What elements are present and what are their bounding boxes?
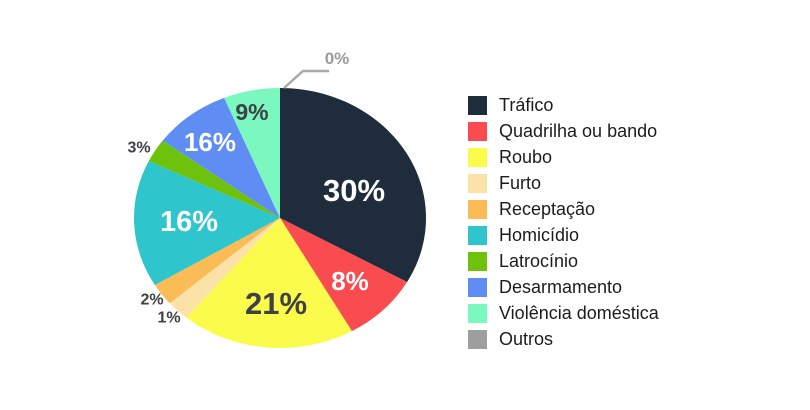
pie-value-label-violencia-domestica: 9% (235, 99, 268, 125)
legend-swatch-desarmamento (468, 277, 487, 297)
pie-slice-latrocinio (148, 140, 280, 218)
legend-label-outros: Outros (499, 329, 554, 349)
pie-value-label-roubo: 21% (245, 286, 307, 321)
legend-label-roubo: Roubo (499, 147, 553, 167)
legend-label-quadrilha-ou-bando: Quadrilha ou bando (499, 121, 658, 141)
legend-label-homicidio: Homicídio (499, 225, 580, 245)
legend-label-receptacao: Receptação (499, 199, 596, 219)
legend: Tráfico Quadrilha ou bando Roubo Furto Recep… (468, 92, 659, 352)
pie-slice-desarmamento (162, 97, 280, 218)
pie-value-label-trafico: 30% (323, 173, 385, 208)
pie-slice-furto (169, 218, 280, 318)
legend-item-roubo: Roubo (468, 144, 659, 170)
callout-line-outros (283, 69, 329, 89)
pie-value-label-desarmamento: 16% (184, 127, 236, 157)
pie-value-label-receptacao: 2% (140, 292, 163, 309)
pie-slice-homicidio (134, 161, 280, 285)
legend-item-outros: Outros (468, 326, 659, 352)
legend-swatch-outros (468, 329, 487, 349)
legend-swatch-receptacao (468, 199, 487, 219)
pie-value-label-homicidio: 16% (160, 206, 218, 238)
legend-label-furto: Furto (499, 173, 542, 193)
legend-swatch-roubo (468, 147, 487, 167)
legend-label-latrocinio: Latrocínio (499, 251, 579, 271)
legend-item-desarmamento: Desarmamento (468, 274, 659, 300)
pie-value-label-latrocinio: 3% (127, 140, 150, 157)
legend-swatch-trafico (468, 95, 487, 115)
legend-swatch-homicidio (468, 225, 487, 245)
legend-item-violencia-domestica: Violência doméstica (468, 300, 659, 326)
pie-value-label-quadrilha-ou-bando: 8% (331, 266, 369, 296)
pie-slice-receptacao (154, 218, 280, 304)
legend-swatch-violencia-domestica (468, 303, 487, 323)
legend-item-furto: Furto (468, 170, 659, 196)
legend-item-trafico: Tráfico (468, 92, 659, 118)
legend-label-trafico: Tráfico (499, 95, 554, 115)
pie-value-label-outros: 0% (325, 49, 350, 68)
legend-label-violencia-domestica: Violência doméstica (499, 303, 659, 323)
pie-slice-trafico (280, 88, 427, 283)
pie-slice-quadrilha-ou-bando (280, 218, 408, 332)
legend-swatch-furto (468, 173, 487, 193)
legend-label-desarmamento: Desarmamento (499, 277, 623, 297)
legend-item-receptacao: Receptação (468, 196, 659, 222)
legend-item-latrocinio: Latrocínio (468, 248, 659, 274)
legend-item-quadrilha-ou-bando: Quadrilha ou bando (468, 118, 659, 144)
pie-value-label-furto: 1% (157, 310, 180, 327)
pie-slice-violencia-domestica (224, 88, 280, 218)
legend-item-homicidio: Homicídio (468, 222, 659, 248)
legend-swatch-latrocinio (468, 251, 487, 271)
legend-swatch-quadrilha-ou-bando (468, 121, 487, 141)
pie-slice-roubo (186, 218, 352, 349)
